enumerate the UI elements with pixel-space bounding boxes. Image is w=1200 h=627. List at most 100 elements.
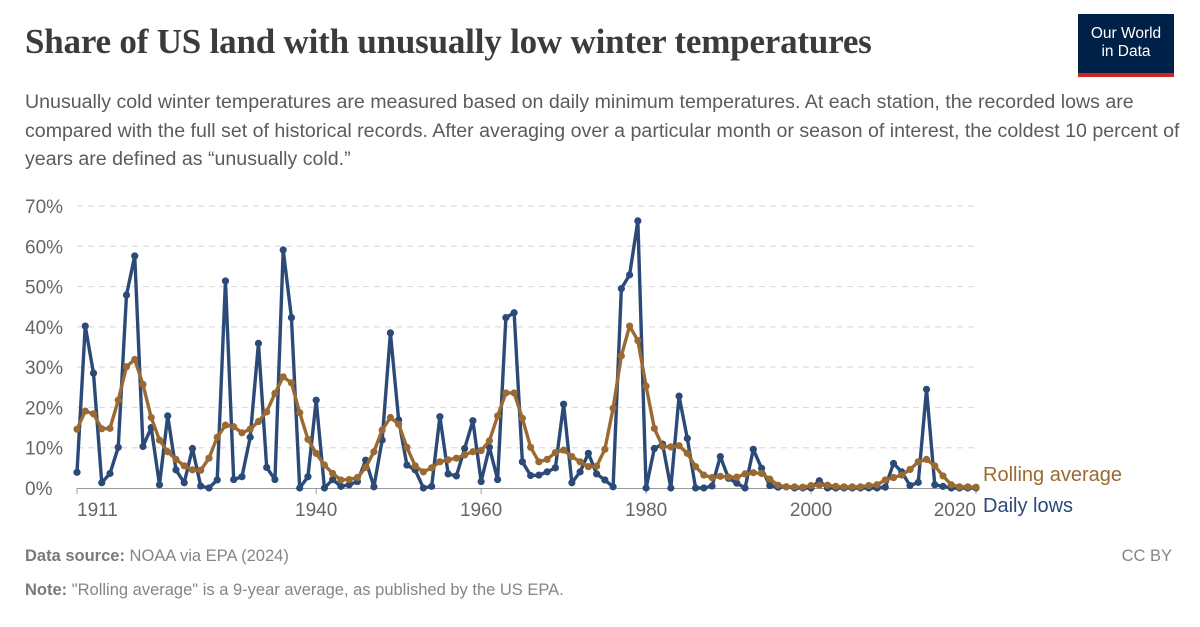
data-point-daily-lows-1933[interactable]	[254, 339, 263, 347]
data-point-rolling-average-1952[interactable]	[411, 462, 419, 470]
data-point-rolling-average-1922[interactable]	[164, 448, 172, 456]
data-point-daily-lows-1953[interactable]	[419, 484, 428, 492]
data-point-rolling-average-1980[interactable]	[642, 382, 650, 390]
data-point-rolling-average-1936[interactable]	[279, 373, 287, 381]
data-point-rolling-average-1994[interactable]	[757, 469, 766, 478]
data-point-daily-lows-1981[interactable]	[650, 444, 658, 453]
data-point-rolling-average-2004[interactable]	[840, 483, 848, 491]
data-point-rolling-average-1995[interactable]	[766, 475, 774, 483]
data-point-rolling-average-1934[interactable]	[263, 408, 271, 416]
data-point-rolling-average-1912[interactable]	[81, 407, 89, 415]
data-point-rolling-average-1981[interactable]	[650, 424, 658, 432]
data-point-rolling-average-2005[interactable]	[848, 483, 856, 491]
data-point-daily-lows-2010[interactable]	[889, 459, 898, 468]
data-point-daily-lows-1912[interactable]	[81, 322, 89, 330]
data-point-rolling-average-1937[interactable]	[287, 379, 296, 387]
data-point-rolling-average-2009[interactable]	[881, 476, 889, 484]
data-point-daily-lows-1947[interactable]	[370, 483, 378, 491]
data-point-daily-lows-1958[interactable]	[461, 444, 469, 453]
data-point-rolling-average-1939[interactable]	[304, 435, 312, 443]
data-point-rolling-average-1914[interactable]	[98, 425, 106, 433]
data-point-rolling-average-1931[interactable]	[238, 429, 246, 437]
data-point-daily-lows-1916[interactable]	[114, 443, 122, 451]
license[interactable]: CC BY	[1121, 547, 1172, 565]
owid-logo[interactable]: Our World in Data	[1078, 14, 1174, 77]
data-point-rolling-average-1945[interactable]	[353, 473, 362, 482]
data-point-daily-lows-1940[interactable]	[312, 396, 320, 404]
data-point-rolling-average-1962[interactable]	[494, 412, 502, 420]
data-point-rolling-average-1991[interactable]	[733, 473, 741, 481]
data-point-daily-lows-1989[interactable]	[716, 452, 724, 461]
data-point-rolling-average-1923[interactable]	[172, 455, 180, 463]
data-point-daily-lows-1966[interactable]	[527, 471, 535, 480]
data-point-rolling-average-1941[interactable]	[320, 461, 329, 469]
data-point-daily-lows-1964[interactable]	[510, 309, 518, 317]
data-point-daily-lows-1911[interactable]	[73, 468, 81, 476]
data-point-daily-lows-1928[interactable]	[213, 476, 221, 484]
data-point-daily-lows-1918[interactable]	[131, 252, 139, 260]
data-point-rolling-average-1942[interactable]	[329, 469, 337, 478]
data-point-rolling-average-2000[interactable]	[807, 481, 815, 490]
data-point-daily-lows-1936[interactable]	[279, 246, 287, 254]
data-point-rolling-average-1976[interactable]	[609, 404, 617, 412]
data-point-rolling-average-1964[interactable]	[510, 389, 518, 397]
data-point-rolling-average-1977[interactable]	[617, 352, 625, 360]
data-point-daily-lows-1923[interactable]	[172, 466, 180, 474]
data-point-daily-lows-2015[interactable]	[931, 481, 939, 489]
data-point-daily-lows-1971[interactable]	[568, 479, 576, 487]
data-point-rolling-average-2014[interactable]	[922, 455, 931, 463]
data-point-rolling-average-1957[interactable]	[452, 454, 460, 462]
data-point-rolling-average-1953[interactable]	[419, 468, 428, 476]
data-point-daily-lows-2014[interactable]	[922, 385, 931, 393]
data-point-rolling-average-2003[interactable]	[832, 482, 840, 490]
data-point-daily-lows-1994[interactable]	[757, 464, 766, 472]
data-point-daily-lows-1983[interactable]	[667, 484, 675, 492]
data-point-daily-lows-1963[interactable]	[502, 313, 510, 322]
data-point-daily-lows-1932[interactable]	[246, 433, 254, 441]
data-point-daily-lows-1917[interactable]	[122, 291, 131, 299]
data-point-rolling-average-1935[interactable]	[271, 389, 279, 397]
data-point-daily-lows-1962[interactable]	[494, 475, 502, 484]
data-point-rolling-average-1921[interactable]	[155, 436, 164, 444]
data-point-rolling-average-1943[interactable]	[337, 476, 345, 484]
data-point-daily-lows-1926[interactable]	[197, 482, 205, 490]
data-point-daily-lows-1993[interactable]	[749, 445, 757, 453]
data-point-daily-lows-1959[interactable]	[469, 417, 477, 425]
data-point-rolling-average-2017[interactable]	[947, 481, 955, 489]
data-point-daily-lows-1979[interactable]	[634, 217, 642, 225]
data-source-text[interactable]: NOAA via EPA (2024)	[129, 547, 289, 565]
data-point-daily-lows-2009[interactable]	[881, 483, 889, 491]
data-point-rolling-average-2002[interactable]	[823, 481, 832, 489]
data-point-daily-lows-1939[interactable]	[304, 473, 312, 481]
data-point-rolling-average-2001[interactable]	[815, 481, 823, 489]
data-point-daily-lows-1972[interactable]	[576, 468, 584, 476]
data-point-rolling-average-1963[interactable]	[502, 389, 510, 397]
data-point-daily-lows-1978[interactable]	[625, 271, 634, 279]
data-point-rolling-average-1972[interactable]	[576, 458, 584, 466]
data-point-rolling-average-1959[interactable]	[469, 448, 477, 456]
data-point-daily-lows-1929[interactable]	[221, 277, 230, 285]
data-point-daily-lows-1935[interactable]	[271, 475, 279, 484]
data-point-rolling-average-2012[interactable]	[906, 465, 914, 474]
data-point-daily-lows-1943[interactable]	[337, 482, 345, 490]
data-point-daily-lows-1921[interactable]	[155, 481, 164, 489]
data-point-daily-lows-1980[interactable]	[642, 484, 650, 492]
data-point-rolling-average-1978[interactable]	[625, 322, 634, 330]
data-point-rolling-average-1961[interactable]	[485, 437, 493, 445]
data-point-rolling-average-1996[interactable]	[774, 481, 782, 489]
data-point-daily-lows-1934[interactable]	[263, 463, 271, 472]
data-point-rolling-average-1975[interactable]	[601, 445, 609, 453]
data-point-daily-lows-1976[interactable]	[609, 483, 617, 491]
data-point-rolling-average-1911[interactable]	[73, 425, 81, 433]
data-point-daily-lows-1914[interactable]	[98, 479, 106, 487]
data-point-rolling-average-1982[interactable]	[658, 442, 667, 451]
data-point-rolling-average-1915[interactable]	[106, 424, 114, 432]
data-point-daily-lows-1967[interactable]	[535, 471, 543, 479]
data-point-daily-lows-1973[interactable]	[584, 449, 592, 457]
data-point-rolling-average-1938[interactable]	[296, 409, 304, 417]
data-point-rolling-average-1973[interactable]	[584, 463, 592, 471]
data-point-rolling-average-1987[interactable]	[700, 471, 708, 479]
data-point-rolling-average-2016[interactable]	[939, 472, 947, 480]
data-point-daily-lows-1985[interactable]	[683, 434, 691, 443]
data-point-rolling-average-1917[interactable]	[122, 363, 131, 371]
